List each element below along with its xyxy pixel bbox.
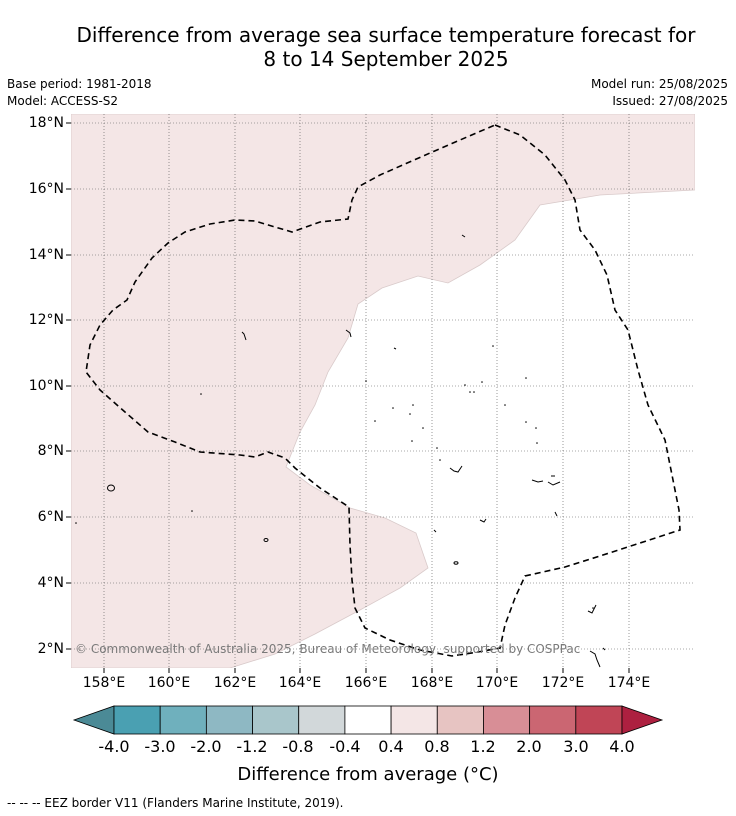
colorbar-title: Difference from average (°C) <box>237 764 499 785</box>
colorbar-label-0-4: 0.4 <box>378 737 404 756</box>
copyright-text: © Commonwealth of Australia 2025, Bureau… <box>75 642 580 656</box>
colorbar-label-3: 3.0 <box>563 737 589 756</box>
lat-label-4n: 4°N <box>37 575 64 591</box>
eez-border <box>85 124 681 657</box>
colorbar-arrow-high <box>621 705 664 735</box>
colorbar-segment <box>113 705 161 735</box>
colorbar-label-1-2: 1.2 <box>470 737 496 756</box>
colorbar-segment <box>483 705 531 735</box>
anomaly-fill-region <box>71 114 695 668</box>
lon-label-164e: 164°E <box>278 675 322 691</box>
lon-label-174e: 174°E <box>607 675 651 691</box>
lat-label-14n: 14°N <box>28 247 64 263</box>
colorbar-segment <box>298 705 346 735</box>
lat-label-10n: 10°N <box>28 378 64 394</box>
colorbar-segment <box>344 705 392 735</box>
colorbar-segment <box>159 705 207 735</box>
colorbar-label-2: 2.0 <box>516 737 542 756</box>
colorbar-label-neg4: -4.0 <box>98 737 130 756</box>
colorbar-label-neg0-8: -0.8 <box>282 737 314 756</box>
colorbar-segment <box>205 705 253 735</box>
lat-label-18n: 18°N <box>28 115 64 131</box>
colorbar-segment <box>252 705 300 735</box>
model-name: Model: ACCESS-S2 <box>7 94 119 108</box>
island-outlines <box>107 234 606 668</box>
model-run: Model run: 25/08/2025 <box>590 77 728 91</box>
island-dots <box>75 345 594 609</box>
lat-label-16n: 16°N <box>28 181 64 197</box>
lat-label-12n: 12°N <box>28 312 64 328</box>
issued-date: Issued: 27/08/2025 <box>612 94 728 108</box>
colorbar-segment <box>529 705 577 735</box>
lon-label-172e: 172°E <box>541 675 585 691</box>
eez-legend-footnote: -- -- -- EEZ border V11 (Flanders Marine… <box>7 796 344 810</box>
lon-label-166e: 166°E <box>344 675 388 691</box>
colorbar-arrow-low <box>72 705 115 735</box>
colorbar-label-neg2: -2.0 <box>190 737 222 756</box>
colorbar-label-0-8: 0.8 <box>424 737 450 756</box>
lon-label-158e: 158°E <box>82 675 126 691</box>
lat-label-2n: 2°N <box>37 641 64 657</box>
colorbar-segment <box>390 705 438 735</box>
chart-title-line1: Difference from average sea surface temp… <box>76 23 696 47</box>
axis-ticks <box>66 122 630 673</box>
colorbar <box>72 705 664 735</box>
base-period: Base period: 1981-2018 <box>7 77 152 91</box>
map-gridlines <box>71 114 695 668</box>
colorbar-label-neg0-4: -0.4 <box>329 737 361 756</box>
colorbar-label-neg3: -3.0 <box>144 737 176 756</box>
colorbar-segment <box>575 705 623 735</box>
chart-title-line2: 8 to 14 September 2025 <box>263 47 509 71</box>
lon-label-162e: 162°E <box>213 675 257 691</box>
lon-label-160e: 160°E <box>147 675 191 691</box>
lat-label-8n: 8°N <box>37 443 64 459</box>
lat-label-6n: 6°N <box>37 509 64 525</box>
colorbar-segment <box>436 705 484 735</box>
colorbar-label-4: 4.0 <box>609 737 635 756</box>
colorbar-label-neg1-2: -1.2 <box>236 737 268 756</box>
lon-label-168e: 168°E <box>410 675 454 691</box>
lon-label-170e: 170°E <box>475 675 519 691</box>
